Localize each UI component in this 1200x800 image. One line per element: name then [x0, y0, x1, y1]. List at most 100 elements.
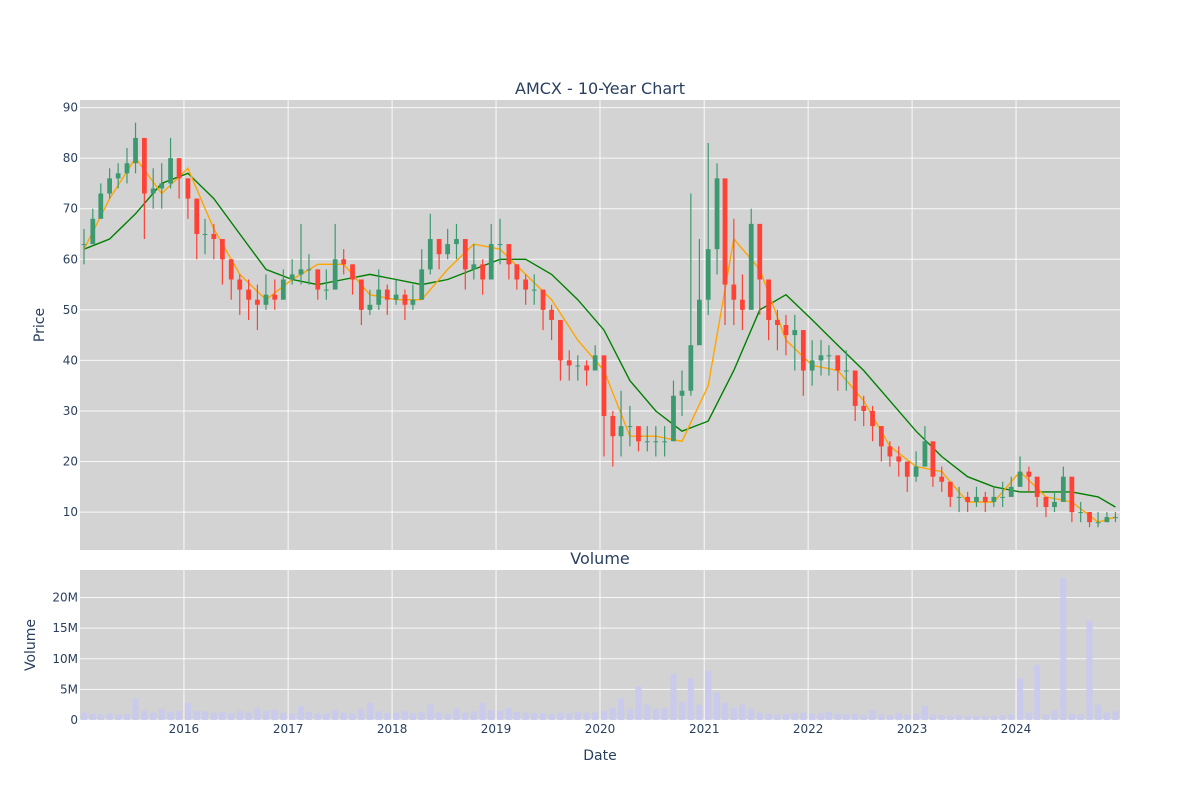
price-candle-body	[653, 441, 659, 443]
volume-bar	[860, 715, 867, 720]
price-chart-title: AMCX - 10-Year Chart	[515, 79, 685, 98]
volume-bar	[574, 712, 581, 720]
volume-bar	[89, 713, 96, 720]
price-candle-body	[540, 289, 546, 310]
volume-bar	[236, 710, 243, 720]
price-candle-body	[98, 193, 104, 219]
volume-bar	[453, 708, 460, 720]
volume-bar	[652, 708, 659, 720]
volume-y-tick-label: 20M	[52, 591, 78, 605]
price-candle-body	[237, 279, 243, 290]
volume-bar	[791, 713, 798, 720]
price-candle-body	[272, 294, 278, 300]
volume-y-tick-label: 5M	[60, 682, 78, 696]
price-candle-body	[1034, 476, 1040, 497]
date-x-tick-label: 2020	[585, 722, 616, 736]
date-x-tick-label: 2023	[897, 722, 928, 736]
volume-bar	[956, 715, 963, 720]
volume-bar	[1112, 711, 1119, 720]
volume-bar	[1077, 714, 1084, 720]
volume-bar	[687, 678, 694, 720]
date-x-tick-label: 2024	[1001, 722, 1032, 736]
volume-bar	[401, 710, 408, 720]
price-candle-body	[1095, 522, 1101, 524]
volume-bar	[141, 710, 148, 720]
volume-bar	[366, 702, 373, 720]
volume-bar	[566, 713, 573, 720]
price-candle-body	[220, 239, 225, 260]
price-candle-body	[566, 360, 572, 366]
volume-bar	[947, 715, 954, 720]
volume-bar	[678, 701, 686, 720]
volume-bar	[548, 713, 555, 720]
volume-bar	[1017, 678, 1024, 720]
price-candle-body	[809, 360, 815, 371]
price-candle-body	[1000, 496, 1006, 498]
price-candle-body	[263, 294, 269, 305]
price-candle-body	[861, 405, 867, 411]
price-y-tick-label: 70	[63, 202, 78, 216]
price-candle-body	[601, 355, 607, 417]
volume-bar	[444, 713, 451, 720]
volume-bar	[106, 713, 113, 720]
volume-bar	[592, 712, 599, 720]
volume-bar	[774, 714, 781, 720]
price-candle-body	[1060, 476, 1066, 502]
volume-bar	[626, 708, 633, 720]
price-y-tick-label: 90	[63, 101, 78, 115]
price-y-tick-label: 40	[63, 353, 78, 367]
volume-bar	[913, 713, 920, 720]
price-candle-body	[202, 233, 208, 235]
volume-bar	[176, 710, 183, 720]
price-candle-body	[497, 244, 503, 246]
price-candle-body	[896, 456, 902, 462]
price-candle-body	[878, 426, 884, 447]
volume-bar	[201, 711, 209, 720]
price-candle-body	[939, 476, 945, 482]
volume-bar	[817, 713, 825, 720]
price-candle-body	[488, 244, 494, 280]
price-candle-body	[792, 330, 798, 336]
price-candle-body	[705, 249, 711, 300]
volume-bar	[714, 692, 721, 720]
volume-bar	[583, 713, 590, 720]
volume-bar	[1095, 704, 1102, 720]
price-candle-body	[835, 355, 841, 371]
volume-bars	[80, 577, 1119, 720]
price-candle-body	[1017, 471, 1023, 487]
volume-bar	[852, 713, 859, 720]
price-candle-body	[922, 441, 928, 467]
price-candle-body	[306, 269, 312, 271]
date-x-tick-label: 2017	[273, 722, 304, 736]
price-candle-body	[298, 269, 304, 275]
volume-bar	[990, 715, 997, 720]
volume-bar	[929, 714, 936, 720]
price-candle-body	[194, 198, 200, 234]
volume-bar	[97, 714, 104, 720]
price-candle-body	[956, 496, 962, 498]
price-candle-body	[930, 441, 936, 477]
price-y-tick-label: 60	[63, 252, 78, 266]
price-candle-body	[748, 223, 754, 310]
price-candle-body	[462, 239, 468, 270]
volume-bar	[809, 713, 816, 720]
volume-bar	[254, 707, 261, 720]
volume-bar	[262, 710, 269, 720]
volume-bar	[843, 714, 850, 720]
volume-bar	[1086, 620, 1093, 720]
price-candle-body	[323, 289, 329, 291]
volume-bar	[705, 671, 712, 720]
price-candle-body	[766, 279, 771, 320]
price-candle-body	[402, 294, 408, 305]
price-y-axis-label: Price	[32, 308, 48, 342]
price-candle-body	[185, 178, 191, 199]
price-candle-body	[991, 496, 997, 502]
price-candle-body	[697, 299, 702, 346]
price-candle-body	[592, 355, 598, 371]
volume-bar	[1103, 712, 1110, 720]
price-candle-body	[523, 279, 529, 290]
price-candle-body	[558, 319, 563, 361]
price-candles	[81, 122, 1118, 528]
moving-average-long-line	[83, 172, 1116, 508]
price-candle-body	[1052, 501, 1057, 508]
